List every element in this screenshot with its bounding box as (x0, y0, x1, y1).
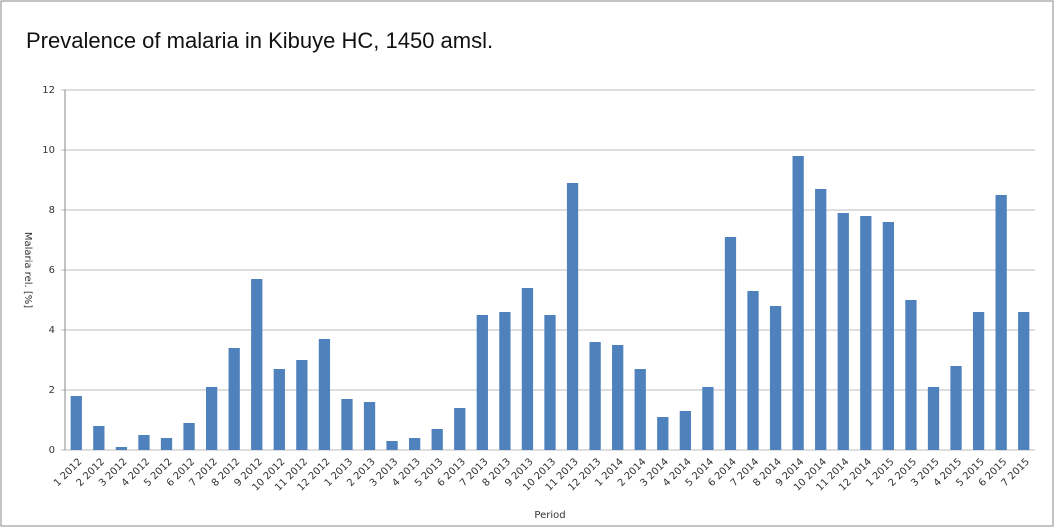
bar (93, 426, 105, 450)
bar (386, 441, 398, 450)
bar (634, 369, 646, 450)
bar (972, 312, 985, 450)
bar (341, 399, 353, 450)
bar (183, 423, 195, 450)
y-tick-label: 10 (42, 145, 55, 156)
bar (521, 288, 534, 450)
bar (363, 402, 376, 450)
bar (792, 156, 804, 450)
y-axis-label: Malaria rel. [%] (22, 232, 33, 308)
bar (228, 348, 240, 450)
bar (318, 339, 331, 450)
bar (409, 438, 421, 450)
bar (454, 408, 466, 450)
y-tick-label: 2 (49, 385, 55, 396)
bar (544, 315, 556, 450)
y-tick-label: 6 (49, 265, 55, 276)
bar (950, 366, 962, 450)
bar (296, 360, 308, 450)
bar (860, 216, 872, 450)
bar (837, 213, 849, 450)
bar (905, 300, 917, 450)
bar (115, 447, 128, 450)
bar (815, 189, 827, 450)
y-tick-label: 8 (49, 205, 55, 216)
bar (205, 387, 218, 450)
bar (612, 345, 624, 450)
bar (499, 312, 511, 450)
bar (566, 183, 579, 450)
bar (927, 387, 940, 450)
chart-title: Prevalence of malaria in Kibuye HC, 1450… (26, 28, 493, 53)
bar (70, 396, 82, 450)
y-tick-label: 0 (49, 445, 55, 456)
bar (251, 279, 263, 450)
bar (679, 411, 691, 450)
bar (995, 195, 1007, 450)
bar (273, 369, 285, 450)
y-tick-label: 12 (42, 85, 55, 96)
bar (747, 291, 759, 450)
bar (1018, 312, 1030, 450)
x-axis-label: Period (534, 510, 565, 521)
bar (657, 417, 669, 450)
bar (882, 222, 895, 450)
bar (724, 237, 737, 450)
bar (702, 387, 714, 450)
bar (476, 315, 488, 450)
bar (431, 429, 443, 450)
bar (138, 435, 150, 450)
y-tick-label: 4 (49, 325, 55, 336)
bar (160, 438, 173, 450)
bar (589, 342, 601, 450)
bar (769, 306, 782, 450)
